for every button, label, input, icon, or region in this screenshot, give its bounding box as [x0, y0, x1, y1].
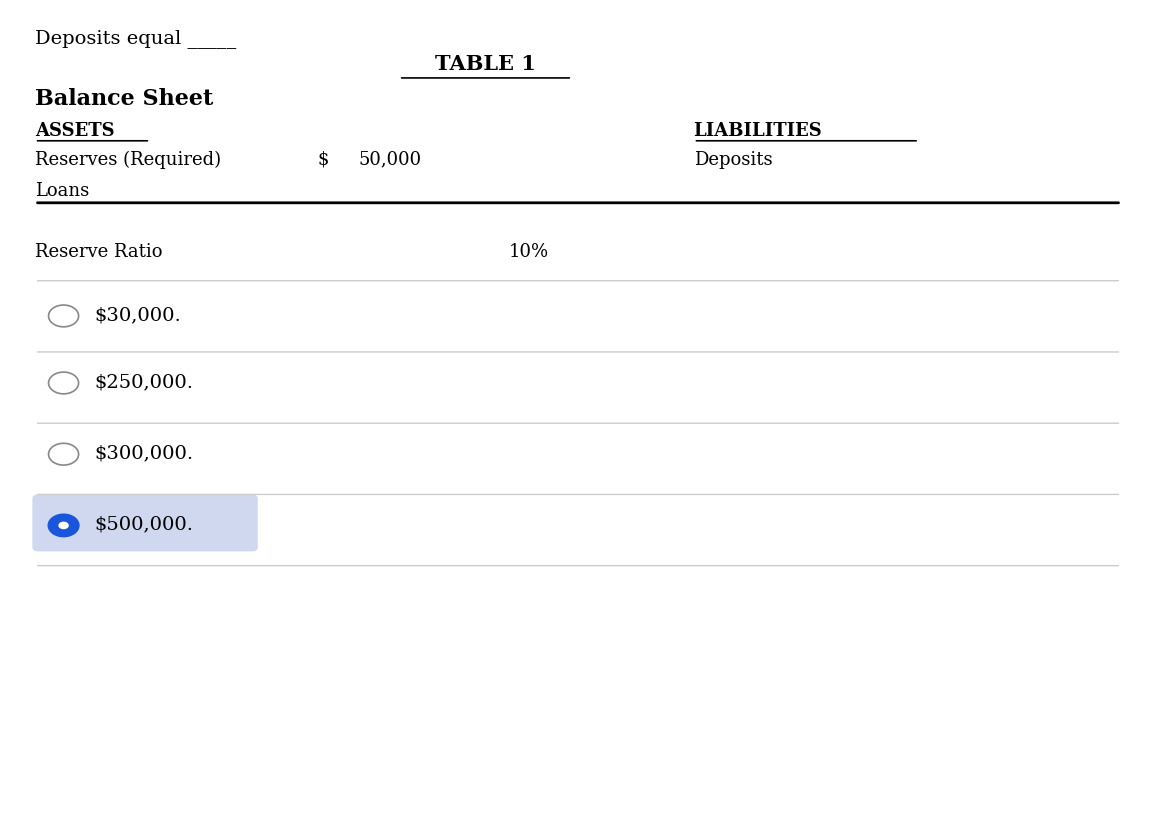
Circle shape: [49, 515, 79, 536]
Text: Reserves (Required): Reserves (Required): [35, 151, 221, 169]
Text: Deposits equal _____: Deposits equal _____: [35, 29, 236, 49]
Text: LIABILITIES: LIABILITIES: [694, 122, 822, 139]
Text: 10%: 10%: [509, 243, 549, 261]
Text: TABLE 1: TABLE 1: [435, 54, 536, 75]
Circle shape: [58, 521, 69, 530]
Text: Deposits: Deposits: [694, 151, 772, 168]
Text: $300,000.: $300,000.: [95, 444, 194, 462]
Text: Reserve Ratio: Reserve Ratio: [35, 243, 162, 261]
Text: $250,000.: $250,000.: [95, 373, 194, 391]
Text: Loans: Loans: [35, 182, 89, 199]
Text: $30,000.: $30,000.: [95, 306, 181, 323]
Text: $: $: [318, 151, 329, 168]
Text: 50,000: 50,000: [358, 151, 422, 168]
Text: $500,000.: $500,000.: [95, 515, 194, 533]
Text: Balance Sheet: Balance Sheet: [35, 88, 213, 110]
FancyBboxPatch shape: [32, 494, 258, 551]
Text: ASSETS: ASSETS: [35, 122, 114, 139]
